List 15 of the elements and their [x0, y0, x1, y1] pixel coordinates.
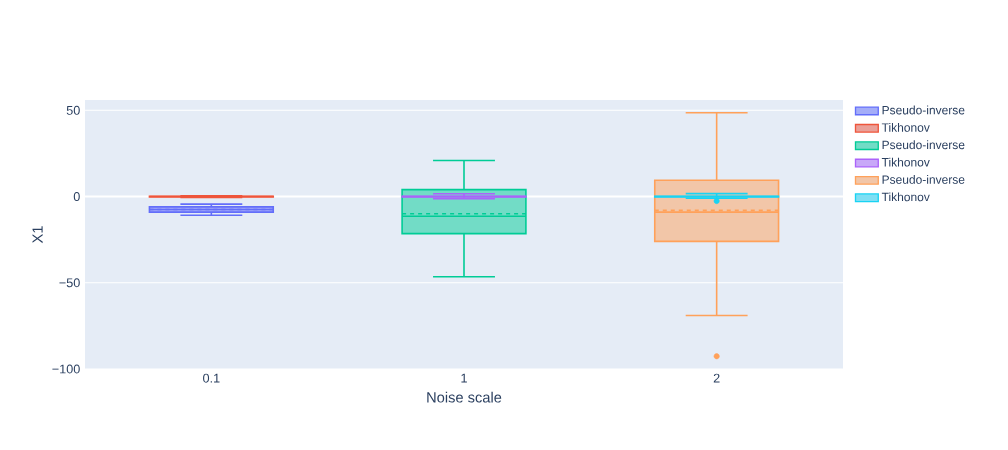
legend-label: Pseudo-inverse — [882, 105, 965, 115]
legend-label: Tikhonov — [881, 157, 930, 167]
y-tick-label: −100 — [52, 364, 80, 374]
x-tick-label: 0.1 — [203, 373, 220, 383]
x-axis-title: Noise scale — [427, 391, 502, 403]
legend-label: Tikhonov — [881, 122, 930, 132]
legend-label: Pseudo-inverse — [882, 140, 965, 150]
y-tick-label: 50 — [66, 105, 80, 115]
x-tick-label: 2 — [713, 373, 720, 383]
legend-label: Tikhonov — [881, 192, 930, 202]
y-axis-title: X1 — [32, 226, 43, 244]
y-tick-label: −50 — [59, 278, 80, 288]
legend-label: Pseudo-inverse — [882, 175, 965, 184]
x-tick-label: 1 — [461, 373, 467, 383]
y-tick-label: 0 — [73, 192, 80, 202]
